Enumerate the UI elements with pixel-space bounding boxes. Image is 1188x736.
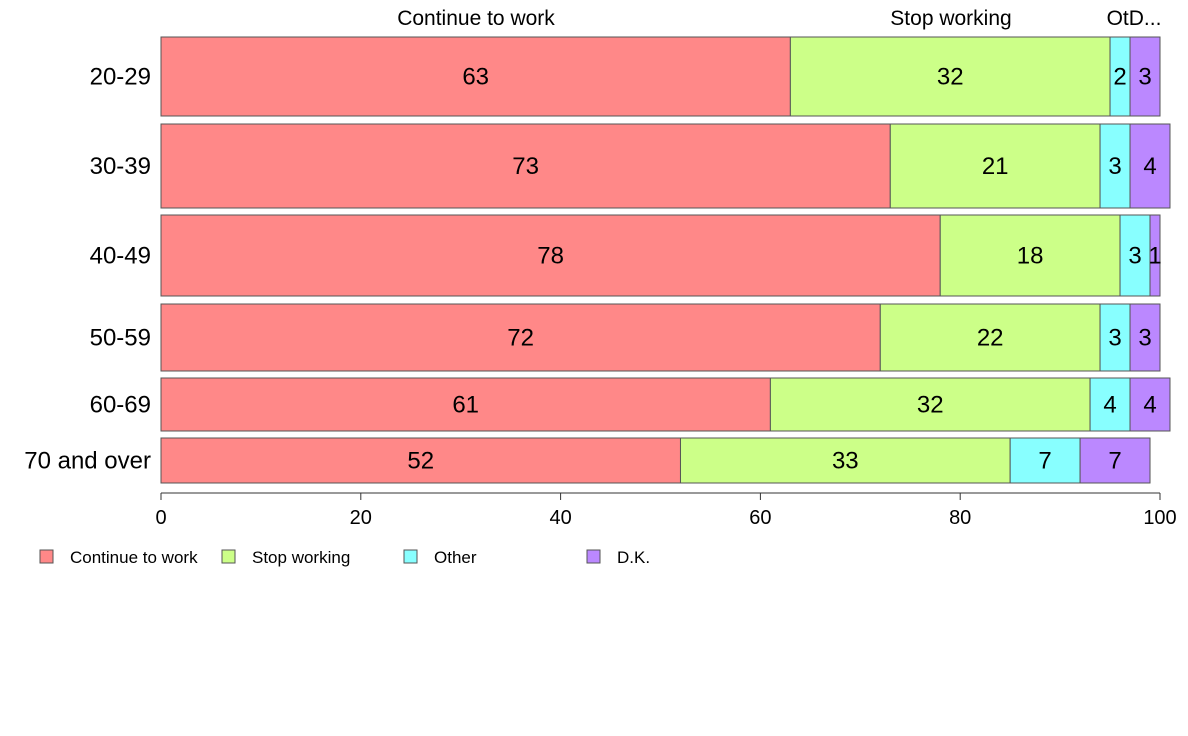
x-tick-label: 0 (155, 507, 166, 529)
bar-segment (1129, 123, 1171, 209)
category-label: 60-69 (90, 392, 151, 419)
x-tick-label: 40 (549, 507, 571, 529)
data-label: 52 (407, 448, 434, 475)
data-label: 32 (937, 64, 964, 91)
data-label: 3 (1108, 153, 1121, 180)
legend-label: Other (434, 548, 477, 567)
data-label: 3 (1128, 243, 1141, 270)
data-label: 1 (1148, 243, 1161, 270)
bar-segment (939, 214, 1121, 297)
bar-segment (1079, 437, 1151, 484)
data-label: 3 (1108, 325, 1121, 352)
category-label: 70 and over (24, 448, 151, 475)
data-label: 61 (452, 392, 479, 419)
data-label: 78 (537, 243, 564, 270)
data-label: 3 (1138, 64, 1151, 91)
data-label: 4 (1143, 153, 1156, 180)
bar-segment (160, 36, 791, 117)
data-label: 7 (1038, 448, 1051, 475)
legend-swatch (586, 549, 601, 564)
x-tick-label: 80 (949, 507, 971, 529)
bar-segment (789, 36, 1111, 117)
x-axis: 0 20 40 60 80 100 (155, 492, 1177, 529)
data-label: 21 (982, 153, 1009, 180)
bars-area: 63 32 2 373 21 3 478 18 3 172 22 3 361 32 4 452 33 7 7 (160, 36, 1171, 484)
x-tick-label: 100 (1143, 507, 1176, 529)
legend-swatch (39, 549, 54, 564)
data-label: 32 (917, 392, 944, 419)
data-label: 3 (1138, 325, 1151, 352)
legend-label: Continue to work (70, 548, 198, 567)
bar-segment (1099, 123, 1131, 209)
data-label: 4 (1143, 392, 1156, 419)
top-label-continue: Continue to work (397, 7, 555, 30)
category-label: 30-39 (90, 153, 151, 180)
data-label: 33 (832, 448, 859, 475)
legend-swatch (403, 549, 418, 564)
x-tick-label: 60 (749, 507, 771, 529)
data-label: 72 (507, 325, 534, 352)
category-label: 40-49 (90, 243, 151, 270)
legend-swatch (221, 549, 236, 564)
x-tick-label: 20 (350, 507, 372, 529)
category-labels: 20-29 30-39 40-49 50-59 60-69 70 and over (24, 64, 151, 475)
legend-label: Stop working (252, 548, 350, 567)
data-label: 2 (1113, 64, 1126, 91)
bar-segment (769, 377, 1091, 432)
data-label: 63 (462, 64, 489, 91)
bar-segment (879, 303, 1101, 372)
top-label-stop: Stop working (890, 7, 1011, 30)
legend: Continue to work Stop working Other D.K. (39, 548, 650, 567)
data-label: 18 (1017, 243, 1044, 270)
data-label: 4 (1103, 392, 1116, 419)
data-label: 7 (1108, 448, 1121, 475)
bar-segment (679, 437, 1011, 484)
bar-segment (160, 214, 941, 297)
category-label: 50-59 (90, 325, 151, 352)
top-series-labels: Continue to work Stop working OtD... (397, 7, 1161, 30)
data-label: 73 (512, 153, 539, 180)
data-label: 22 (977, 325, 1004, 352)
bar-segment (160, 123, 891, 209)
bar-segment (1149, 214, 1161, 297)
bar-segment (1089, 377, 1131, 432)
bar-segment (889, 123, 1101, 209)
bar-segment (160, 437, 681, 484)
bar-segment (1129, 303, 1161, 372)
bar-segment (160, 377, 771, 432)
bar-segment (1129, 36, 1161, 117)
bar-segment (1129, 377, 1171, 432)
bar-segment (1119, 214, 1151, 297)
top-label-other-dk: OtD... (1107, 7, 1162, 30)
category-label: 20-29 (90, 64, 151, 91)
bar-segment (160, 303, 881, 372)
legend-label: D.K. (617, 548, 650, 567)
